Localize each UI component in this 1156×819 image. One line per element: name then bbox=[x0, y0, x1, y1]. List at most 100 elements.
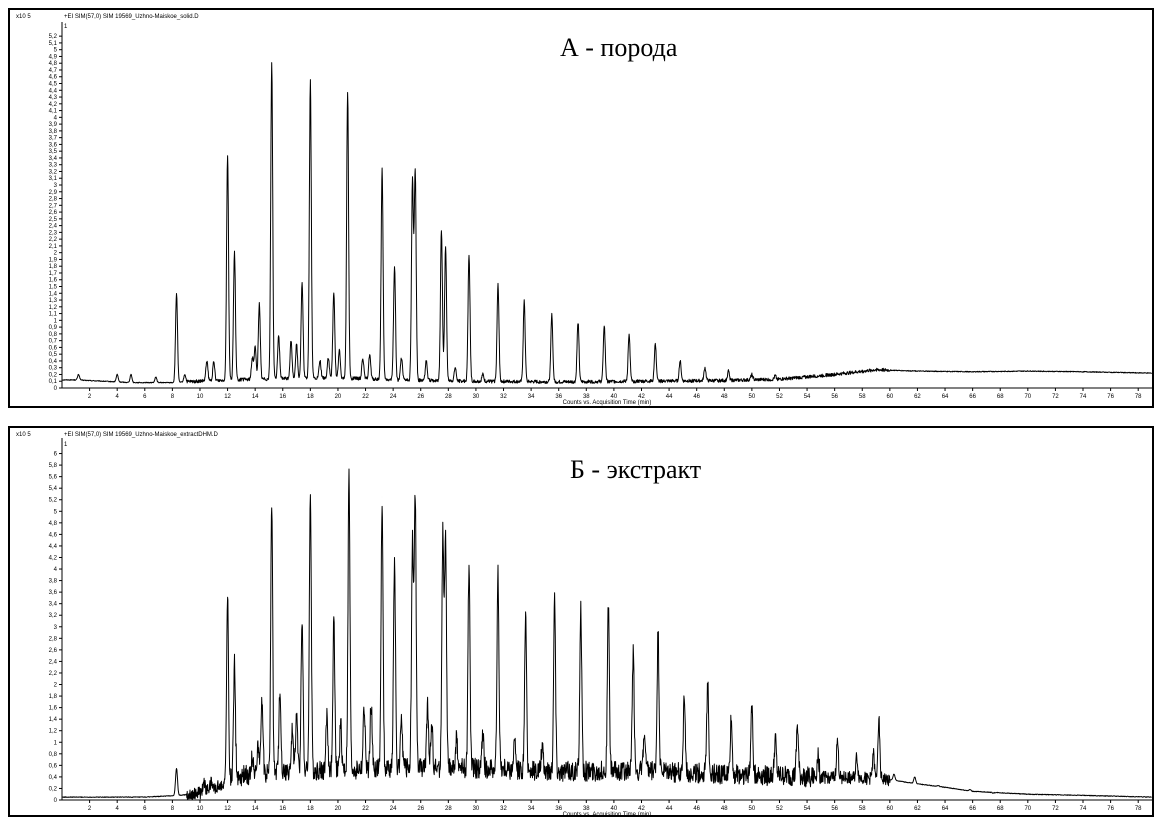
peak-point bbox=[271, 505, 272, 506]
y-tick-label: 3,7 bbox=[49, 136, 58, 142]
x-tick-label: 14 bbox=[252, 394, 259, 400]
x-tick-label: 4 bbox=[116, 806, 120, 812]
peak-point bbox=[633, 652, 634, 653]
x-tick-label: 74 bbox=[1080, 806, 1087, 812]
y-tick-label: 2,6 bbox=[49, 648, 58, 654]
y-tick-label: 1,8 bbox=[49, 694, 58, 700]
peak-point bbox=[751, 374, 752, 375]
x-tick-label: 24 bbox=[390, 394, 397, 400]
x-tick-label: 6 bbox=[143, 806, 147, 812]
chromatogram-panel-b: +EI SIM(57,0) SIM 19569_Uzhno-Maiskoe_ex… bbox=[8, 426, 1154, 817]
x-tick-label: 66 bbox=[969, 806, 976, 812]
y-tick-label: 0,9 bbox=[49, 325, 58, 331]
x-tick-label: 40 bbox=[611, 806, 618, 812]
peak-point bbox=[524, 301, 525, 302]
peak-point bbox=[514, 742, 515, 743]
y-tick-label: 4,1 bbox=[49, 109, 58, 115]
x-tick-label: 26 bbox=[417, 806, 424, 812]
peak-point bbox=[328, 357, 329, 358]
x-tick-label: 50 bbox=[749, 394, 756, 400]
chromatogram-panel-a: +EI SIM(57,0) SIM 19569_Uzhno-Maiskoe_so… bbox=[8, 8, 1154, 408]
peak-point bbox=[310, 80, 311, 81]
y-tick-label: 4,7 bbox=[49, 68, 58, 74]
y-tick-label: 3,4 bbox=[49, 156, 58, 162]
y-tick-label: 4 bbox=[54, 115, 58, 121]
peak-point bbox=[206, 360, 207, 361]
x-tick-label: 52 bbox=[776, 806, 783, 812]
x-tick-label: 12 bbox=[224, 394, 231, 400]
y-tick-label: 3,5 bbox=[49, 149, 58, 155]
y-tick-label: 5 bbox=[54, 48, 58, 54]
peak-point bbox=[468, 561, 469, 562]
y-tick-label: 0 bbox=[54, 386, 58, 392]
chromatogram-b-plot: +EI SIM(57,0) SIM 19569_Uzhno-Maiskoe_ex… bbox=[16, 432, 1152, 815]
peak-point bbox=[401, 357, 402, 358]
peak-point bbox=[680, 360, 681, 361]
peak-point bbox=[310, 489, 311, 490]
x-tick-label: 18 bbox=[307, 394, 314, 400]
x-tick-label: 60 bbox=[887, 806, 894, 812]
x-tick-label: 78 bbox=[1135, 394, 1142, 400]
y-tick-label: 0 bbox=[54, 798, 58, 804]
y-tick-label: 1,7 bbox=[49, 271, 58, 277]
peak-point bbox=[938, 785, 939, 786]
x-tick-label: 70 bbox=[1024, 806, 1031, 812]
peak-point bbox=[362, 357, 363, 358]
peak-point bbox=[382, 168, 383, 169]
peak-point bbox=[914, 776, 915, 777]
y-tick-label: 0,6 bbox=[49, 763, 58, 769]
x-tick-label: 8 bbox=[171, 806, 175, 812]
y-tick-label: 0,6 bbox=[49, 345, 58, 351]
peak-point bbox=[155, 377, 156, 378]
peak-point bbox=[278, 335, 279, 336]
y-tick-label: 1,4 bbox=[49, 717, 58, 723]
x-tick-label: 44 bbox=[666, 806, 673, 812]
x-tick-label: 56 bbox=[831, 394, 838, 400]
y-tick-label: 1,9 bbox=[49, 257, 58, 263]
peak-point bbox=[704, 367, 705, 368]
peak-point bbox=[445, 541, 446, 542]
y-tick-label: 4,3 bbox=[49, 95, 58, 101]
y-tick-label: 2,4 bbox=[49, 224, 58, 230]
x-tick-label: 18 bbox=[307, 806, 314, 812]
peak-point bbox=[262, 698, 263, 699]
peak-point bbox=[751, 702, 752, 703]
peak-point bbox=[525, 616, 526, 617]
y-tick-label: 0,3 bbox=[49, 366, 58, 372]
x-axis-label: Counts vs. Acquisition Time (min) bbox=[563, 400, 652, 406]
y-multiplier-label: x10 5 bbox=[16, 432, 31, 438]
x-tick-label: 32 bbox=[500, 394, 507, 400]
peak-point bbox=[348, 476, 349, 477]
peak-point bbox=[252, 756, 253, 757]
y-tick-label: 1,8 bbox=[49, 264, 58, 270]
peak-point bbox=[117, 374, 118, 375]
y-tick-label: 0,7 bbox=[49, 339, 58, 345]
y-tick-label: 0,8 bbox=[49, 332, 58, 338]
peak-point bbox=[577, 322, 578, 323]
peak-point bbox=[415, 171, 416, 172]
x-tick-label: 70 bbox=[1024, 394, 1031, 400]
peak-point bbox=[255, 347, 256, 348]
x-tick-label: 66 bbox=[969, 394, 976, 400]
y-tick-label: 4,6 bbox=[49, 532, 58, 538]
x-tick-label: 6 bbox=[143, 394, 147, 400]
peak-point bbox=[204, 782, 205, 783]
peak-point bbox=[554, 597, 555, 598]
x-tick-label: 20 bbox=[335, 394, 342, 400]
y-tick-label: 3,9 bbox=[49, 122, 58, 128]
y-tick-label: 1,1 bbox=[49, 312, 58, 318]
peak-point bbox=[210, 782, 211, 783]
peak-point bbox=[856, 756, 857, 757]
x-tick-label: 62 bbox=[914, 394, 921, 400]
peak-point bbox=[259, 303, 260, 304]
y-tick-label: 2,9 bbox=[49, 190, 58, 196]
y-tick-label: 0,5 bbox=[49, 352, 58, 358]
peak-point bbox=[252, 357, 253, 358]
peak-point bbox=[279, 687, 280, 688]
x-tick-label: 36 bbox=[555, 394, 562, 400]
peak-point bbox=[629, 335, 630, 336]
peak-point bbox=[775, 375, 776, 376]
peak-point bbox=[797, 724, 798, 725]
y-tick-label: 4,5 bbox=[49, 82, 58, 88]
x-tick-label: 30 bbox=[473, 394, 480, 400]
